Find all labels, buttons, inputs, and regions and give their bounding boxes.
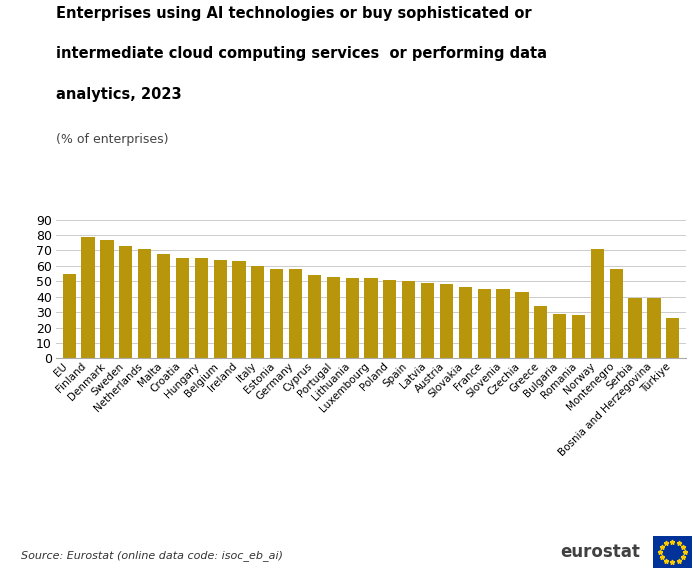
Bar: [195, 258, 208, 358]
Bar: [232, 261, 246, 358]
Bar: [648, 298, 661, 358]
Bar: [402, 281, 415, 358]
Bar: [440, 284, 453, 358]
Bar: [157, 254, 170, 358]
Bar: [81, 236, 94, 358]
Bar: [176, 258, 189, 358]
Text: analytics, 2023: analytics, 2023: [56, 87, 181, 102]
Text: Enterprises using AI technologies or buy sophisticated or: Enterprises using AI technologies or buy…: [56, 6, 531, 21]
Bar: [119, 246, 132, 358]
Bar: [610, 269, 623, 358]
Text: eurostat: eurostat: [560, 543, 640, 561]
Bar: [327, 277, 340, 358]
Bar: [458, 287, 472, 358]
Bar: [308, 275, 321, 358]
Bar: [138, 249, 151, 358]
Bar: [666, 318, 680, 358]
Bar: [629, 298, 642, 358]
Bar: [572, 315, 585, 358]
Text: Source: Eurostat (online data code: isoc_eb_ai): Source: Eurostat (online data code: isoc…: [21, 550, 283, 561]
Bar: [346, 278, 358, 358]
Bar: [515, 292, 528, 358]
Text: intermediate cloud computing services  or performing data: intermediate cloud computing services or…: [56, 46, 547, 61]
Bar: [553, 314, 566, 358]
Bar: [289, 269, 302, 358]
Bar: [591, 249, 604, 358]
Bar: [496, 289, 510, 358]
Bar: [100, 240, 113, 358]
Bar: [384, 280, 396, 358]
Bar: [251, 266, 265, 358]
Bar: [365, 278, 377, 358]
Bar: [270, 269, 284, 358]
Text: (% of enterprises): (% of enterprises): [56, 133, 169, 146]
Bar: [62, 273, 76, 358]
Bar: [421, 283, 434, 358]
Bar: [477, 289, 491, 358]
Bar: [214, 260, 227, 358]
Bar: [534, 306, 547, 358]
